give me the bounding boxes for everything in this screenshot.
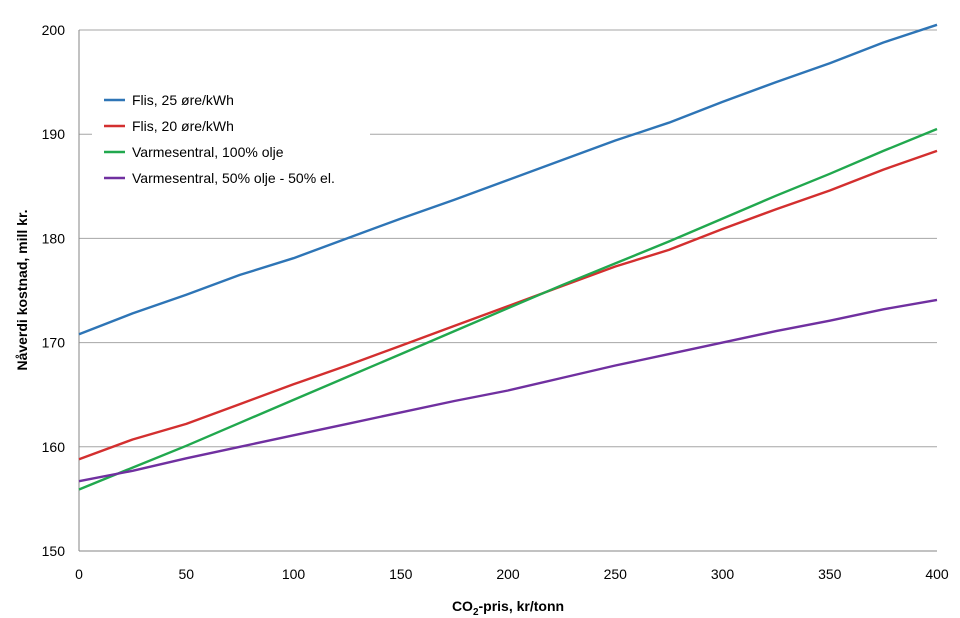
legend-label: Flis, 20 øre/kWh (132, 118, 234, 134)
legend-label: Varmesentral, 50% olje - 50% el. (132, 170, 335, 186)
tick-labels: 150 160 170 180 190 200 0 50 100 150 200 250 300 350 4… (42, 22, 949, 582)
series-lines (78, 23, 938, 491)
legend-label: Varmesentral, 100% olje (132, 144, 284, 160)
axes (78, 30, 937, 552)
x-tick-label: 150 (389, 566, 413, 582)
series-line-4 (78, 298, 938, 483)
x-axis-title-subscript: 2 (473, 607, 479, 618)
y-tick-label: 200 (42, 22, 66, 38)
series-line-2 (78, 149, 938, 461)
y-tick-label: 150 (42, 543, 66, 559)
y-tick-label: 180 (42, 230, 66, 246)
x-tick-label: 400 (925, 566, 949, 582)
x-tick-label: 0 (75, 566, 83, 582)
legend-box (92, 84, 370, 190)
x-axis-title-main: CO (452, 598, 473, 614)
legend: Flis, 25 øre/kWh Flis, 20 øre/kWh Varmesen… (92, 84, 370, 190)
series-line-1 (78, 23, 938, 336)
x-axis-title-rest: -pris, kr/tonn (479, 598, 565, 614)
y-tick-label: 160 (42, 439, 66, 455)
x-tick-label: 50 (178, 566, 194, 582)
series-line-3 (78, 127, 938, 491)
x-tick-label: 200 (496, 566, 520, 582)
x-axis-title: CO2-pris, kr/tonn (452, 598, 564, 618)
x-tick-label: 100 (282, 566, 306, 582)
y-tick-label: 190 (42, 126, 66, 142)
x-tick-label: 350 (818, 566, 842, 582)
legend-label: Flis, 25 øre/kWh (132, 92, 234, 108)
x-tick-label: 300 (711, 566, 735, 582)
x-tick-label: 250 (604, 566, 628, 582)
y-axis-title: Nåverdi kostnad, mill kr. (14, 209, 30, 370)
y-tick-label: 170 (42, 335, 66, 351)
